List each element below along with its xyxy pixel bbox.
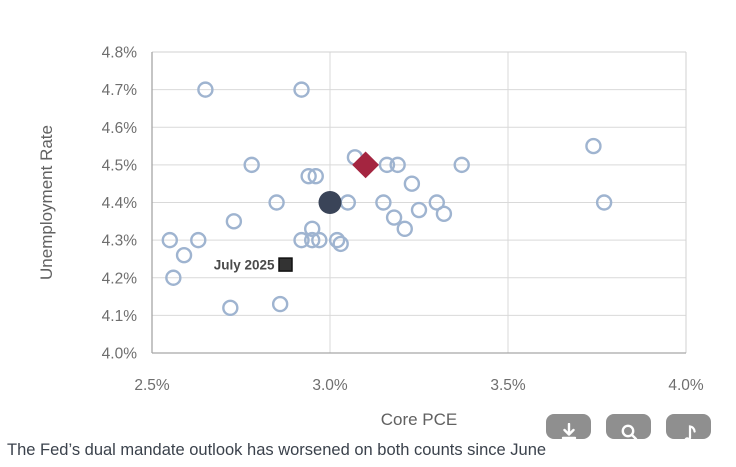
x-tick-label: 4.0% [668, 377, 704, 394]
x-tick-label: 3.5% [490, 377, 526, 394]
scatter-point [300, 167, 317, 185]
x-axis-title: Core PCE [381, 410, 458, 429]
y-tick-label: 4.0% [102, 346, 138, 363]
scatter-point [271, 295, 289, 313]
july-2025-label: July 2025 [214, 258, 275, 273]
scatter-point [197, 81, 214, 98]
scatter-chart: 4.0% 4.1% 4.2% 4.3% 4.4% 4.5% 4.6% 4.7% 4.8% 2.5%… [37, 45, 704, 430]
scatter-point [161, 231, 179, 249]
download-icon [561, 423, 576, 439]
search-button[interactable] [606, 414, 651, 439]
scatter-point [293, 81, 310, 98]
scatter-point [222, 299, 239, 317]
scatter-point [175, 246, 193, 264]
scatter-point [375, 194, 392, 211]
y-tick-label: 4.3% [102, 233, 138, 250]
y-tick-label: 4.1% [102, 308, 138, 325]
chart-toolbar [546, 414, 711, 439]
scatter-point [307, 167, 324, 185]
scatter-point [304, 220, 321, 238]
x-tick-label: 3.0% [312, 377, 348, 394]
scatter-point [595, 194, 613, 211]
note-icon [684, 425, 696, 439]
scatter-chart-svg: 4.0% 4.1% 4.2% 4.3% 4.4% 4.5% 4.6% 4.7% 4.8% 2.5%… [37, 45, 704, 430]
y-tick-label: 4.7% [102, 82, 138, 99]
scatter-point [328, 231, 346, 249]
scatter-point [453, 156, 470, 174]
search-icon [621, 424, 637, 439]
scatter-point [165, 269, 182, 286]
share-button[interactable] [666, 414, 711, 439]
y-tick-label: 4.4% [102, 195, 138, 212]
y-tick-label: 4.8% [102, 45, 138, 62]
scatter-point [293, 231, 310, 249]
scatter-point [410, 201, 428, 219]
navy-dot-marker [318, 191, 342, 214]
x-tick-label: 2.5% [134, 377, 170, 394]
scatter-point [385, 209, 403, 226]
red-diamond-marker [352, 151, 380, 179]
y-tick-label: 4.2% [102, 270, 138, 287]
scatter-point [403, 175, 421, 192]
scatter-point [225, 213, 243, 230]
scatter-point [585, 137, 602, 155]
y-axis-title: Unemployment Rate [37, 125, 56, 280]
scatter-point [311, 231, 328, 249]
download-button[interactable] [546, 414, 591, 439]
scatter-point [435, 205, 453, 222]
black-square-marker [278, 257, 293, 272]
scatter-point [396, 220, 413, 238]
y-tick-label: 4.5% [102, 157, 138, 174]
chart-caption: The Fed’s dual mandate outlook has worse… [7, 441, 547, 459]
scatter-point [428, 194, 445, 211]
scatter-point [332, 235, 349, 253]
scatter-point [243, 156, 260, 174]
scatter-point [304, 231, 321, 249]
scatter-point [268, 194, 285, 211]
scatter-point [190, 231, 207, 249]
scatter-point [389, 156, 406, 174]
scatter-point [378, 156, 396, 174]
y-tick-label: 4.6% [102, 120, 138, 137]
